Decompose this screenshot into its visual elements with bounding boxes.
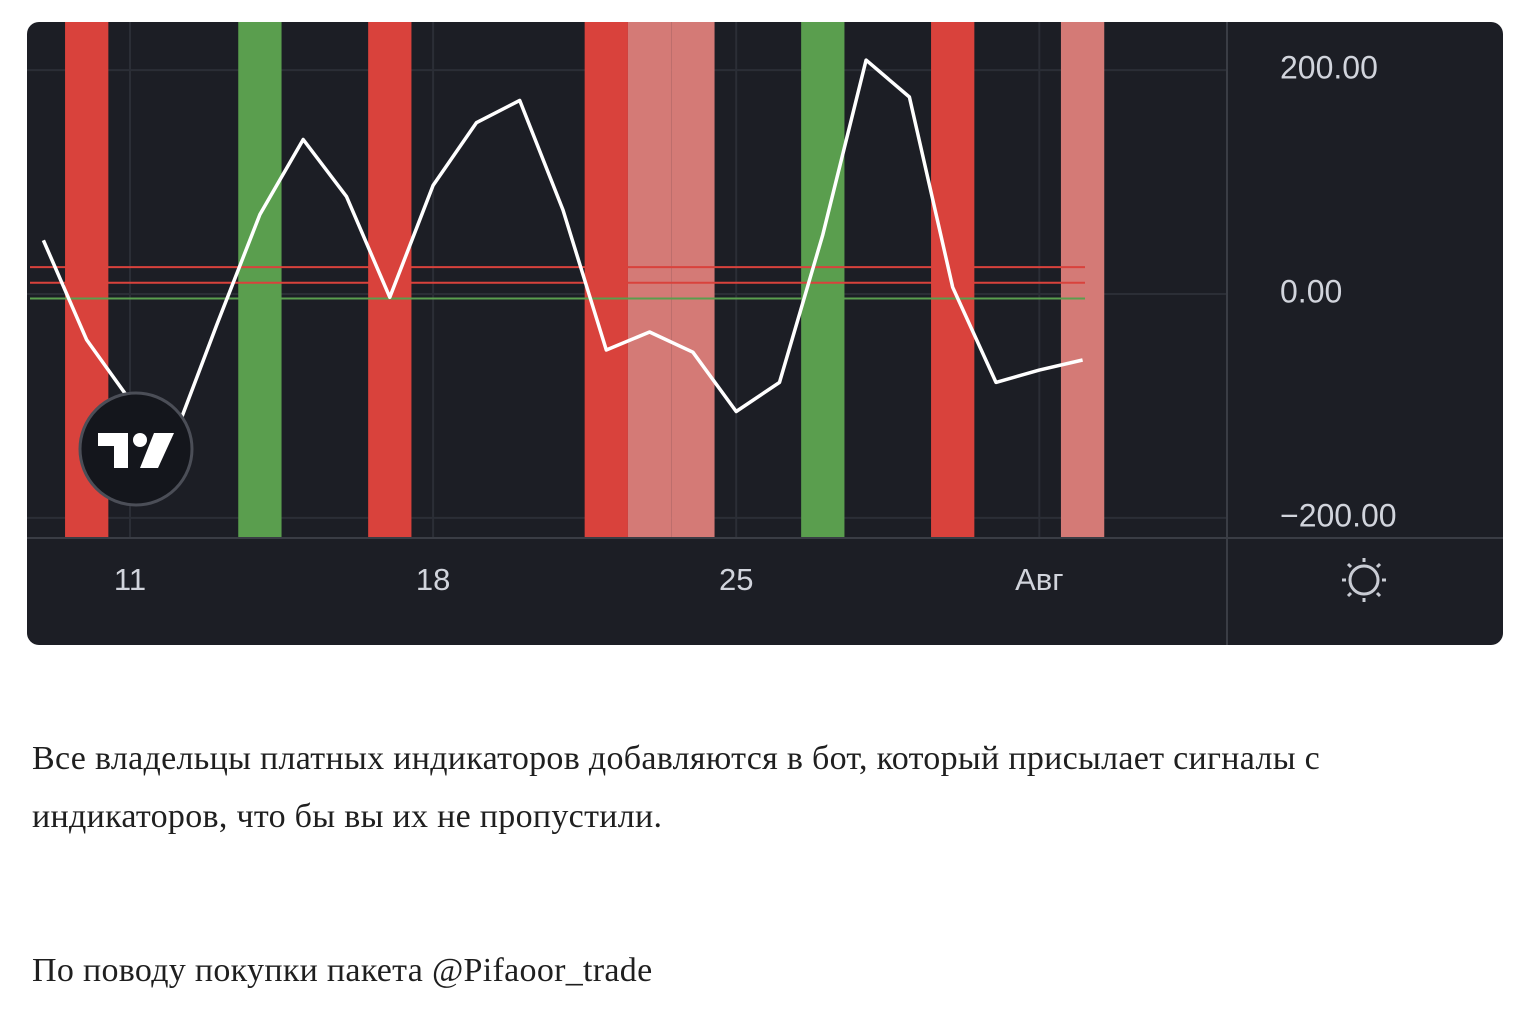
- post-paragraph: По поводу покупки пакета @Pifaoor_trade: [32, 952, 653, 989]
- signal-band: [671, 22, 715, 538]
- x-tick-label: 18: [416, 562, 450, 597]
- post-paragraph: Все владельцы платных индикаторов добавл…: [32, 740, 1321, 835]
- tradingview-logo: [78, 391, 194, 507]
- signal-band: [1060, 22, 1105, 538]
- plot-area: [27, 22, 1227, 538]
- signal-band: [238, 22, 282, 538]
- y-tick-label: 200.00: [1280, 50, 1378, 86]
- signal-band: [801, 22, 845, 538]
- x-tick-label: 25: [719, 562, 753, 597]
- indicator-line: [41, 58, 1083, 442]
- x-tick-label: Авг: [1015, 562, 1063, 597]
- axes: 200.00 0.00 −200.00 11 18 25 Авг: [114, 50, 1397, 598]
- signal-band: [627, 22, 672, 538]
- y-tick-label: 0.00: [1280, 273, 1342, 309]
- signal-band: [584, 22, 628, 538]
- settings-icon[interactable]: [1342, 558, 1386, 602]
- y-tick-label: −200.00: [1280, 497, 1397, 533]
- x-tick-label: 11: [114, 562, 146, 597]
- signal-band: [368, 22, 412, 538]
- chart-widget: 200.00 0.00 −200.00 11 18 25 Авг: [27, 22, 1503, 645]
